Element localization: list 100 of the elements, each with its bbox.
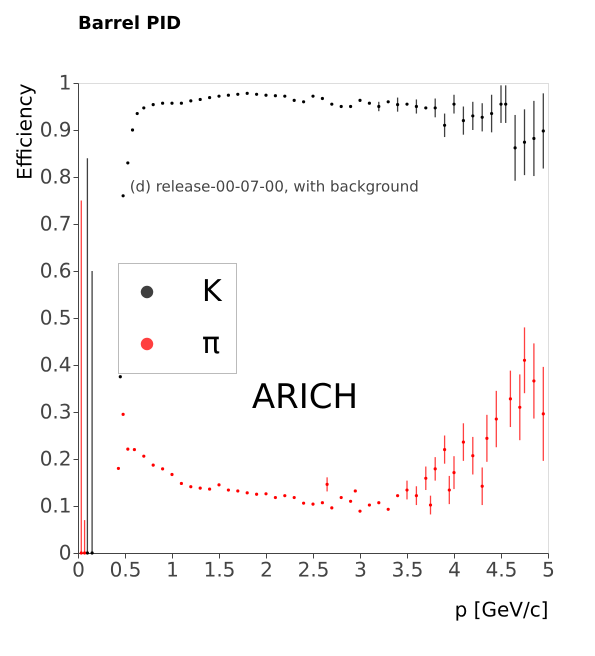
point	[292, 496, 296, 500]
point	[386, 508, 390, 511]
point	[170, 472, 174, 476]
point	[198, 98, 202, 102]
y-tick-label: 0.2	[40, 446, 72, 470]
point	[462, 440, 465, 444]
point	[452, 102, 456, 106]
point	[142, 106, 146, 110]
x-tick-label: 1.5	[204, 558, 236, 582]
point	[518, 406, 522, 409]
point	[434, 106, 437, 110]
point	[480, 484, 484, 488]
point	[126, 448, 130, 451]
x-tick-label: 4.5	[486, 558, 518, 582]
point	[414, 104, 418, 108]
chart-title: Barrel PID	[78, 13, 182, 34]
point	[504, 102, 508, 106]
point	[90, 551, 94, 555]
point	[152, 103, 155, 106]
y-tick-label: 0.9	[40, 118, 72, 142]
point	[161, 102, 164, 105]
point	[349, 500, 352, 503]
point	[368, 102, 371, 105]
annotation: ARICH	[252, 376, 358, 417]
point	[264, 94, 268, 97]
point	[142, 454, 146, 458]
point	[226, 488, 230, 492]
point	[386, 100, 390, 104]
point	[452, 471, 456, 474]
point	[152, 464, 155, 467]
point	[405, 488, 409, 492]
point	[236, 489, 240, 493]
x-tick-label: 1	[166, 558, 179, 582]
x-axis-title: p [GeV/c]	[454, 598, 548, 622]
point	[246, 92, 249, 95]
point	[136, 112, 139, 116]
point	[116, 466, 120, 470]
point	[471, 454, 474, 458]
y-tick-label: 0	[58, 540, 72, 564]
annotation: (d) release-00-07-00, with background	[130, 177, 419, 196]
x-tick-label: 3	[354, 558, 367, 582]
y-tick-label: 0.8	[40, 164, 72, 188]
point	[255, 92, 258, 96]
point	[283, 94, 286, 98]
point	[208, 96, 212, 100]
point	[208, 488, 212, 491]
point	[485, 436, 488, 440]
point	[368, 503, 371, 507]
point	[542, 129, 545, 133]
point	[274, 94, 277, 98]
y-tick-label: 0.6	[40, 258, 72, 282]
point	[180, 102, 183, 105]
point	[396, 494, 400, 498]
point	[130, 128, 134, 132]
point	[118, 375, 122, 378]
point	[424, 106, 428, 110]
point	[405, 102, 409, 106]
point	[302, 100, 306, 104]
point	[246, 491, 249, 494]
point	[217, 94, 221, 98]
y-tick-label: 0.7	[40, 212, 72, 236]
point	[161, 467, 164, 470]
point	[443, 124, 446, 127]
point	[236, 92, 240, 96]
point	[522, 140, 526, 144]
point	[320, 96, 324, 100]
point	[494, 417, 498, 421]
point	[122, 412, 125, 416]
point	[542, 412, 545, 416]
point	[170, 102, 174, 105]
point	[292, 98, 296, 102]
point	[349, 104, 352, 108]
x-tick-label: 0.5	[110, 558, 142, 582]
point	[330, 102, 334, 106]
point	[532, 379, 536, 383]
y-tick-label: 0.4	[40, 352, 72, 376]
x-tick-label: 3.5	[392, 558, 424, 582]
point	[358, 98, 362, 102]
point	[198, 486, 202, 490]
point	[443, 448, 446, 452]
point	[522, 358, 526, 362]
point	[264, 492, 268, 496]
point	[80, 551, 83, 555]
y-tick-label: 0.1	[40, 494, 72, 518]
point	[226, 94, 230, 97]
legend-label: K	[202, 274, 223, 309]
point	[499, 102, 503, 106]
point	[358, 510, 362, 513]
point	[377, 501, 380, 504]
y-tick-label: 1	[58, 70, 72, 94]
point	[189, 485, 192, 488]
x-tick-label: 5	[542, 558, 555, 582]
point	[448, 488, 451, 492]
point	[434, 467, 437, 470]
point	[340, 496, 343, 500]
point	[396, 103, 400, 106]
point	[217, 483, 221, 486]
point	[311, 94, 315, 98]
x-tick-label: 2	[260, 558, 273, 582]
point	[189, 99, 192, 102]
